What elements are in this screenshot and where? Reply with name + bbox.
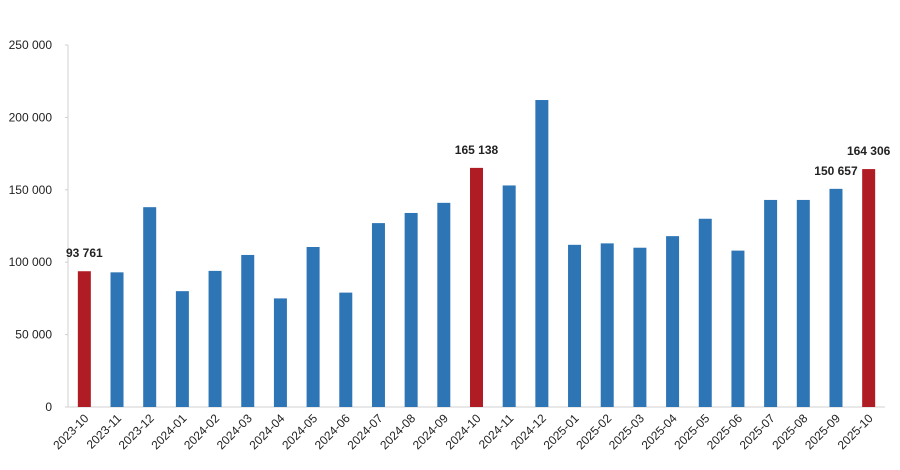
bar bbox=[437, 202, 451, 407]
bar bbox=[698, 218, 712, 407]
y-tick-label: 150 000 bbox=[9, 183, 53, 197]
y-tick-label: 0 bbox=[45, 400, 52, 414]
bar bbox=[273, 298, 287, 407]
value-label: 150 657 bbox=[814, 164, 858, 178]
bar bbox=[404, 212, 418, 407]
y-tick-label: 50 000 bbox=[15, 328, 52, 342]
bar bbox=[633, 247, 647, 407]
bar bbox=[77, 271, 91, 407]
bar bbox=[829, 188, 843, 407]
x-tick-label: 2025-10 bbox=[835, 411, 876, 452]
bar bbox=[502, 185, 516, 407]
bar bbox=[764, 199, 778, 407]
bar bbox=[175, 291, 189, 407]
bar bbox=[862, 169, 876, 407]
y-tick-label: 100 000 bbox=[9, 255, 53, 269]
value-label: 93 761 bbox=[66, 246, 103, 260]
bar bbox=[796, 199, 810, 407]
bar bbox=[339, 292, 353, 407]
bar bbox=[535, 100, 549, 408]
value-label: 164 306 bbox=[847, 144, 891, 158]
x-tick-label: 2024-10 bbox=[443, 411, 484, 452]
bar bbox=[600, 243, 614, 407]
bar bbox=[666, 236, 680, 407]
y-tick-label: 250 000 bbox=[9, 38, 53, 52]
bar bbox=[731, 250, 745, 407]
x-tick-label: 2023-10 bbox=[50, 411, 91, 452]
bar bbox=[241, 254, 255, 407]
bar bbox=[470, 167, 483, 407]
bar bbox=[208, 270, 222, 407]
bar bbox=[143, 207, 157, 407]
bar bbox=[110, 272, 124, 407]
bar bbox=[568, 244, 582, 407]
bar bbox=[371, 223, 385, 407]
value-label: 165 138 bbox=[455, 143, 499, 157]
y-tick-label: 200 000 bbox=[9, 110, 53, 124]
bar bbox=[306, 246, 320, 407]
